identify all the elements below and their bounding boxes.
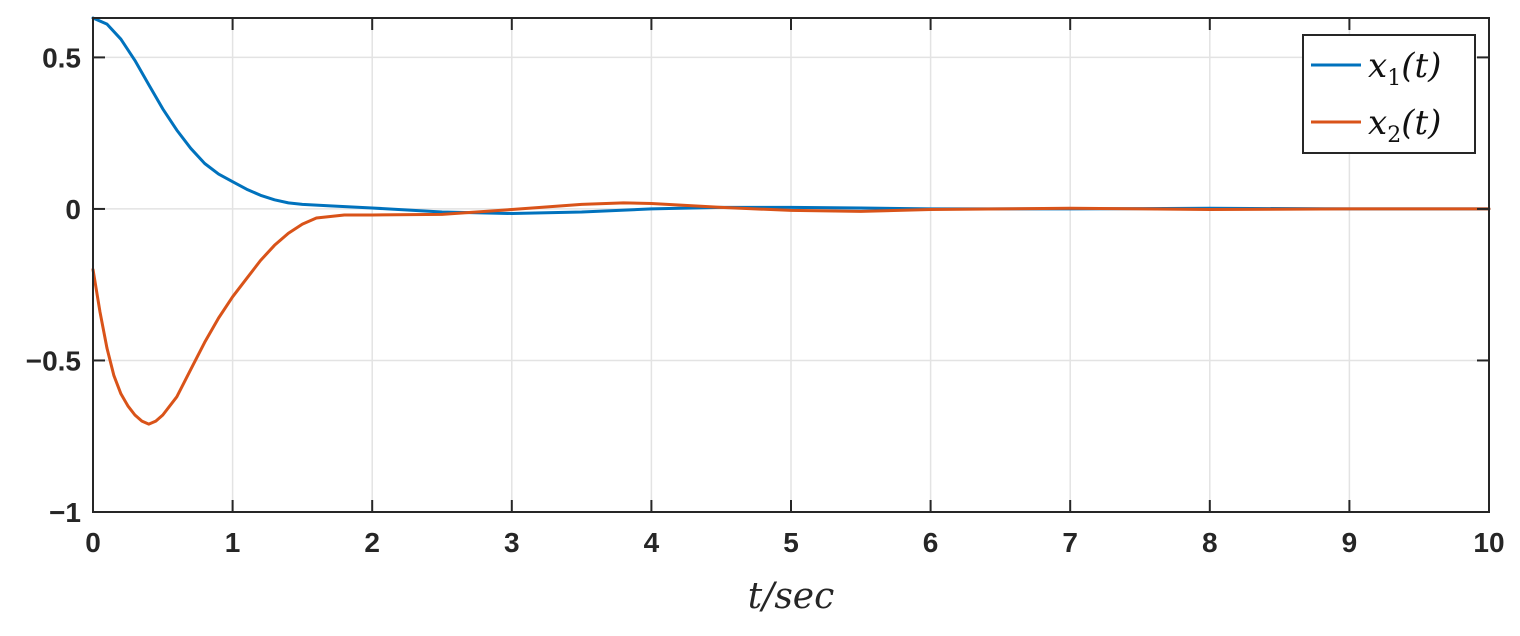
x-tick-label: 0 xyxy=(85,527,101,558)
x-tick-label: 4 xyxy=(644,527,660,558)
x-tick-label: 8 xyxy=(1202,527,1218,558)
x-tick-label: 10 xyxy=(1473,527,1504,558)
legend-box xyxy=(1302,34,1476,154)
x-tick-label: 3 xyxy=(504,527,520,558)
y-tick-label: 0.5 xyxy=(42,42,81,73)
y-tick-label: −1 xyxy=(49,497,81,528)
y-tick-labels: −1 −0.5 0 0.5 xyxy=(26,42,81,528)
y-tick-label: −0.5 xyxy=(26,345,81,376)
legend-label-x2: x2(t) xyxy=(1368,103,1441,148)
series-line-x1 xyxy=(91,16,1491,215)
x-axis-label: t/sec xyxy=(748,576,835,617)
x-tick-label: 6 xyxy=(923,527,939,558)
x-tick-label: 9 xyxy=(1342,527,1358,558)
x-tick-label: 5 xyxy=(783,527,799,558)
legend: x1(t) x2(t) xyxy=(1302,34,1476,154)
x-tick-labels: 0 1 2 3 4 5 6 7 8 9 10 xyxy=(85,527,1504,558)
ticks xyxy=(92,18,1490,513)
x-tick-label: 2 xyxy=(364,527,380,558)
series-line-x2 xyxy=(91,201,1491,426)
y-tick-label: 0 xyxy=(65,194,81,225)
series-group xyxy=(91,16,1491,426)
legend-label-x1: x1(t) xyxy=(1368,46,1441,91)
x-tick-label: 7 xyxy=(1062,527,1078,558)
x-tick-label: 1 xyxy=(225,527,241,558)
